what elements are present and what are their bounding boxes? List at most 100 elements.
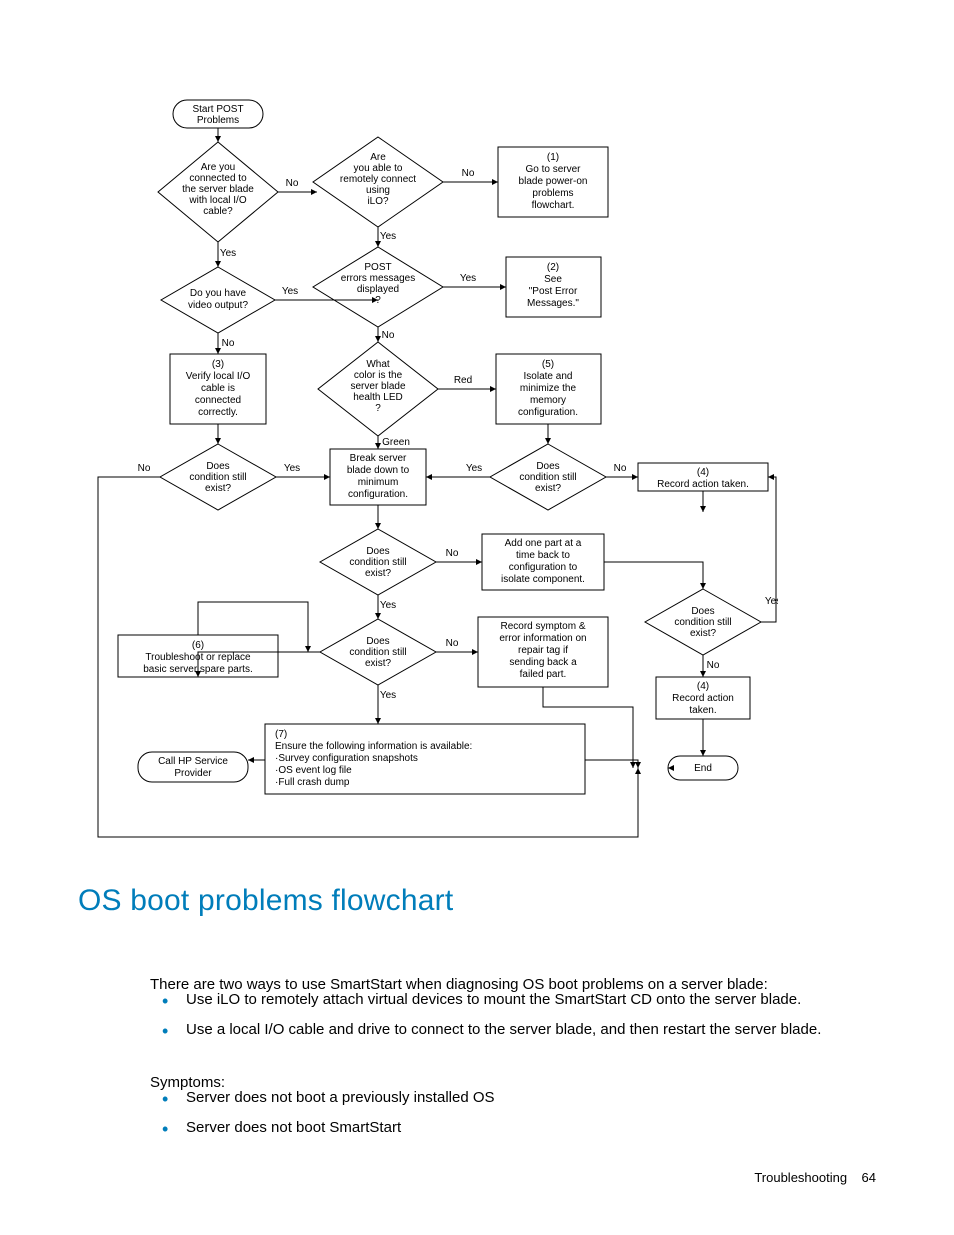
svg-text:exist?: exist?	[365, 658, 392, 669]
svg-text:memory: memory	[530, 395, 566, 406]
svg-text:Does: Does	[206, 461, 229, 472]
svg-text:Break server: Break server	[350, 453, 407, 464]
svg-text:sending back a: sending back a	[509, 657, 577, 668]
svg-text:errors messages: errors messages	[341, 273, 415, 284]
svg-text:Does: Does	[366, 546, 389, 557]
svg-text:(1): (1)	[547, 152, 559, 163]
svg-text:flowchart.: flowchart.	[532, 200, 575, 211]
svg-text:Provider: Provider	[174, 768, 212, 779]
svg-text:Yes: Yes	[284, 463, 300, 474]
svg-text:(6): (6)	[192, 640, 204, 651]
t-start-2: Problems	[197, 115, 239, 126]
svg-text:remotely connect: remotely connect	[340, 174, 416, 185]
svg-text:configuration.: configuration.	[348, 489, 408, 500]
footer-section: Troubleshooting	[754, 1170, 847, 1185]
svg-text:condition still: condition still	[519, 472, 576, 483]
svg-text:with local I/O: with local I/O	[188, 195, 246, 206]
svg-text:End: End	[694, 763, 712, 774]
svg-text:Are you: Are you	[201, 162, 235, 173]
ways-list: Use iLO to remotely attach virtual devic…	[150, 990, 870, 1051]
svg-text:configuration.: configuration.	[518, 407, 578, 418]
svg-text:Record action: Record action	[672, 693, 734, 704]
footer-page-number: 64	[862, 1170, 876, 1185]
svg-text:repair tag if: repair tag if	[518, 645, 568, 656]
svg-text:Does: Does	[536, 461, 559, 472]
svg-text:What: What	[366, 359, 390, 370]
svg-text:blade down to: blade down to	[347, 465, 410, 476]
svg-text:cable?: cable?	[203, 206, 233, 217]
svg-text:time back to: time back to	[516, 550, 570, 561]
svg-text:condition still: condition still	[189, 472, 246, 483]
list-item: Use a local I/O cable and drive to conne…	[150, 1020, 870, 1040]
svg-text:Troubleshoot or replace: Troubleshoot or replace	[145, 652, 251, 663]
list-item: Server does not boot a previously instal…	[150, 1088, 870, 1108]
svg-text:?: ?	[375, 295, 381, 306]
svg-text:connected to: connected to	[189, 173, 247, 184]
svg-text:POST: POST	[364, 262, 391, 273]
svg-text:Isolate and: Isolate and	[524, 371, 573, 382]
svg-text:basic server spare parts.: basic server spare parts.	[143, 664, 253, 675]
svg-text:taken.: taken.	[689, 705, 716, 716]
svg-text:blade power-on: blade power-on	[519, 176, 588, 187]
svg-text:Yes: Yes	[380, 690, 396, 701]
svg-text:video output?: video output?	[188, 300, 248, 311]
svg-text:correctly.: correctly.	[198, 407, 238, 418]
svg-text:server blade: server blade	[350, 381, 405, 392]
svg-text:Add one part at a: Add one part at a	[505, 538, 582, 549]
svg-text:the server blade: the server blade	[182, 184, 254, 195]
post-problems-flowchart: Start POST Problems Are you connected to…	[78, 92, 778, 862]
svg-text:Yes: Yes	[282, 286, 298, 297]
svg-text:problems: problems	[532, 188, 573, 199]
svg-text:Record action taken.: Record action taken.	[657, 479, 749, 490]
svg-text:·OS event log file: ·OS event log file	[275, 765, 352, 776]
svg-text:No: No	[462, 168, 475, 179]
section-heading: OS boot problems flowchart	[78, 884, 453, 918]
svg-text:Green: Green	[382, 437, 410, 448]
svg-text:Are: Are	[370, 152, 386, 163]
svg-text:exist?: exist?	[535, 483, 562, 494]
svg-text:(4): (4)	[697, 681, 709, 692]
svg-text:(3): (3)	[212, 359, 224, 370]
svg-text:displayed: displayed	[357, 284, 399, 295]
list-item: Use iLO to remotely attach virtual devic…	[150, 990, 870, 1010]
svg-text:Red: Red	[454, 375, 472, 386]
svg-text:using: using	[366, 185, 390, 196]
svg-text:(4): (4)	[697, 467, 709, 478]
svg-text:No: No	[138, 463, 151, 474]
svg-text:No: No	[446, 548, 459, 559]
svg-text:Go to server: Go to server	[525, 164, 581, 175]
svg-text:health LED: health LED	[353, 392, 402, 403]
page-footer: Troubleshooting 64	[754, 1170, 876, 1185]
svg-text:·Full crash dump: ·Full crash dump	[275, 777, 350, 788]
svg-text:Call HP Service: Call HP Service	[158, 756, 228, 767]
svg-text:failed part.: failed part.	[520, 669, 567, 680]
svg-text:(7): (7)	[275, 729, 287, 740]
page: Start POST Problems Are you connected to…	[0, 0, 954, 1235]
svg-text:exist?: exist?	[205, 483, 232, 494]
svg-text:·Survey configuration snapshot: ·Survey configuration snapshots	[275, 753, 418, 764]
svg-text:you able to: you able to	[354, 163, 403, 174]
svg-text:color is the: color is the	[354, 370, 403, 381]
svg-text:No: No	[707, 660, 720, 671]
svg-text:No: No	[382, 330, 395, 341]
svg-text:isolate component.: isolate component.	[501, 574, 585, 585]
svg-text:minimum: minimum	[358, 477, 399, 488]
svg-text:Yes: Yes	[220, 248, 236, 259]
list-item: Server does not boot SmartStart	[150, 1118, 870, 1138]
svg-text:exist?: exist?	[365, 568, 392, 579]
svg-text:condition still: condition still	[349, 647, 406, 658]
svg-text:No: No	[222, 338, 235, 349]
svg-text:Ensure the following informati: Ensure the following information is avai…	[275, 741, 472, 752]
svg-text:Messages.": Messages."	[527, 298, 579, 309]
svg-text:No: No	[446, 638, 459, 649]
svg-text:Yes: Yes	[466, 463, 482, 474]
svg-text:No: No	[614, 463, 627, 474]
t-start-1: Start POST	[192, 104, 243, 115]
svg-text:Yes: Yes	[460, 273, 476, 284]
svg-text:(2): (2)	[547, 262, 559, 273]
svg-text:cable is: cable is	[201, 383, 235, 394]
svg-text:Does: Does	[691, 606, 714, 617]
svg-text:Do you have: Do you have	[190, 288, 247, 299]
svg-text:condition still: condition still	[674, 617, 731, 628]
svg-text:condition still: condition still	[349, 557, 406, 568]
